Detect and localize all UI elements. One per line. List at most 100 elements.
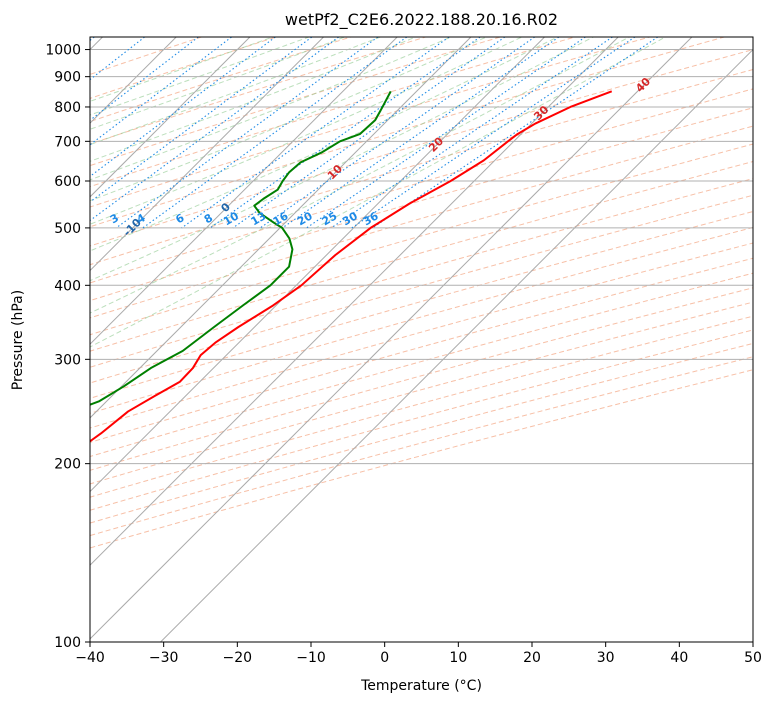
dry-adiabat-line bbox=[90, 211, 753, 399]
y-axis-title: Pressure (hPa) bbox=[10, 289, 26, 391]
x-tick-label: −40 bbox=[75, 650, 105, 666]
moist-adiabat-line bbox=[90, 37, 523, 225]
mixing-ratio-label: 25 bbox=[320, 209, 340, 228]
y-tick-label: 500 bbox=[54, 221, 81, 237]
isotherm-line bbox=[90, 37, 472, 419]
y-tick-label: 600 bbox=[54, 174, 81, 190]
mixing-ratio-label: 20 bbox=[295, 209, 315, 228]
mixing-ratio-line bbox=[181, 37, 450, 229]
mixing-ratio-line bbox=[232, 37, 506, 229]
x-tick-label: −20 bbox=[223, 650, 253, 666]
dry-adiabat-line bbox=[90, 342, 753, 524]
mixing-ratio-label: 36 bbox=[361, 209, 381, 228]
dry-adiabat-line bbox=[90, 37, 650, 208]
y-tick-label: 900 bbox=[54, 70, 81, 86]
isotherm-line bbox=[160, 48, 753, 642]
dry-adiabat-line bbox=[90, 37, 202, 75]
dry-adiabat-line bbox=[90, 369, 753, 549]
dry-adiabat-line bbox=[90, 49, 753, 247]
moist-adiabat-line bbox=[90, 37, 273, 102]
dry-adiabat-line bbox=[90, 88, 753, 284]
dry-adiabat-line bbox=[90, 68, 753, 266]
moist-adiabat-line bbox=[90, 37, 558, 252]
isotherm-line bbox=[90, 37, 251, 198]
dry-adiabat-line bbox=[90, 242, 753, 429]
mixing-ratio-line bbox=[282, 37, 560, 229]
moist-adiabat-line bbox=[90, 37, 666, 348]
x-tick-label: 50 bbox=[744, 650, 762, 666]
mixing-ratio-line bbox=[209, 37, 481, 229]
mixing-ratio-line bbox=[306, 37, 586, 229]
x-tick-label: 0 bbox=[380, 650, 389, 666]
mixing-ratio-line bbox=[142, 37, 408, 229]
x-axis-title: Temperature (°C) bbox=[361, 678, 482, 694]
x-tick-label: −30 bbox=[149, 650, 179, 666]
y-tick-label: 1000 bbox=[45, 43, 81, 59]
y-tick-label: 800 bbox=[54, 100, 81, 116]
dewpoint-profile-line bbox=[90, 90, 392, 406]
y-tick-label: 200 bbox=[54, 457, 81, 473]
x-tick-label: 40 bbox=[670, 650, 688, 666]
x-tick-label: 10 bbox=[449, 650, 467, 666]
mixing-ratio-line bbox=[330, 37, 613, 229]
isotherm-line bbox=[90, 37, 693, 640]
dry-adiabat-line bbox=[90, 257, 753, 443]
mixing-ratio-label: 16 bbox=[271, 209, 291, 228]
dry-adiabat-line bbox=[90, 272, 753, 458]
x-tick-label: 20 bbox=[523, 650, 541, 666]
mixing-ratio-line bbox=[90, 37, 232, 146]
moist-adiabat-line bbox=[90, 37, 345, 130]
x-tick-label: −10 bbox=[296, 650, 326, 666]
dry-adiabat-line bbox=[90, 356, 753, 537]
mixing-ratio-label: 30 bbox=[340, 209, 360, 228]
mixing-ratio-line bbox=[90, 37, 95, 42]
mixing-ratio-line bbox=[90, 37, 339, 222]
dry-adiabat-line bbox=[90, 178, 753, 368]
isotherm-line bbox=[90, 37, 545, 493]
isotherm-line bbox=[90, 37, 619, 566]
mixing-ratio-line bbox=[115, 37, 379, 229]
dry-adiabat-line bbox=[90, 37, 725, 228]
mixing-ratio-label: 3 bbox=[108, 211, 121, 226]
dry-adiabat-line bbox=[90, 107, 753, 302]
dry-adiabat-line bbox=[90, 301, 753, 485]
mixing-ratio-line bbox=[90, 37, 313, 203]
moist-adiabat-line bbox=[90, 37, 487, 202]
mixing-ratio-line bbox=[90, 37, 276, 178]
dry-adiabat-line bbox=[90, 329, 753, 511]
isotherm-line bbox=[90, 37, 177, 124]
moist-adiabat-line bbox=[90, 37, 452, 181]
dry-adiabat-line bbox=[90, 143, 753, 336]
isotherm-line bbox=[90, 37, 324, 272]
dry-adiabat-line bbox=[90, 37, 501, 167]
plot-frame bbox=[89, 36, 754, 643]
isotherm-line bbox=[90, 37, 398, 345]
y-tick-label: 100 bbox=[54, 635, 81, 651]
moist-adiabat-line bbox=[90, 37, 594, 282]
dry-adiabat-line bbox=[90, 37, 426, 145]
mixing-ratio-line bbox=[90, 37, 199, 121]
mixing-ratio-label: 6 bbox=[173, 211, 186, 226]
mixing-ratio-label: 13 bbox=[249, 209, 269, 228]
dry-adiabat-line bbox=[90, 37, 576, 188]
x-tick-label: 30 bbox=[597, 650, 615, 666]
dry-adiabat-line bbox=[90, 161, 753, 352]
moist-adiabat-line bbox=[90, 37, 310, 116]
dry-adiabat-line bbox=[90, 226, 753, 414]
dry-adiabat-line bbox=[90, 194, 753, 384]
mixing-ratio-line bbox=[351, 37, 636, 229]
mixing-ratio-label: 8 bbox=[202, 211, 215, 226]
mixing-ratio-line bbox=[372, 37, 659, 229]
temperature-profile-line bbox=[90, 90, 613, 443]
dry-adiabat-line bbox=[90, 37, 351, 123]
dry-adiabat-line bbox=[90, 315, 753, 498]
y-tick-label: 300 bbox=[54, 352, 81, 368]
chart-title: wetPf2_C2E6.2022.188.20.16.R02 bbox=[284, 10, 559, 29]
y-tick-label: 700 bbox=[54, 134, 81, 150]
y-tick-label: 400 bbox=[54, 278, 81, 294]
dry-adiabat-line bbox=[90, 287, 753, 471]
dry-adiabat-line bbox=[90, 125, 753, 319]
